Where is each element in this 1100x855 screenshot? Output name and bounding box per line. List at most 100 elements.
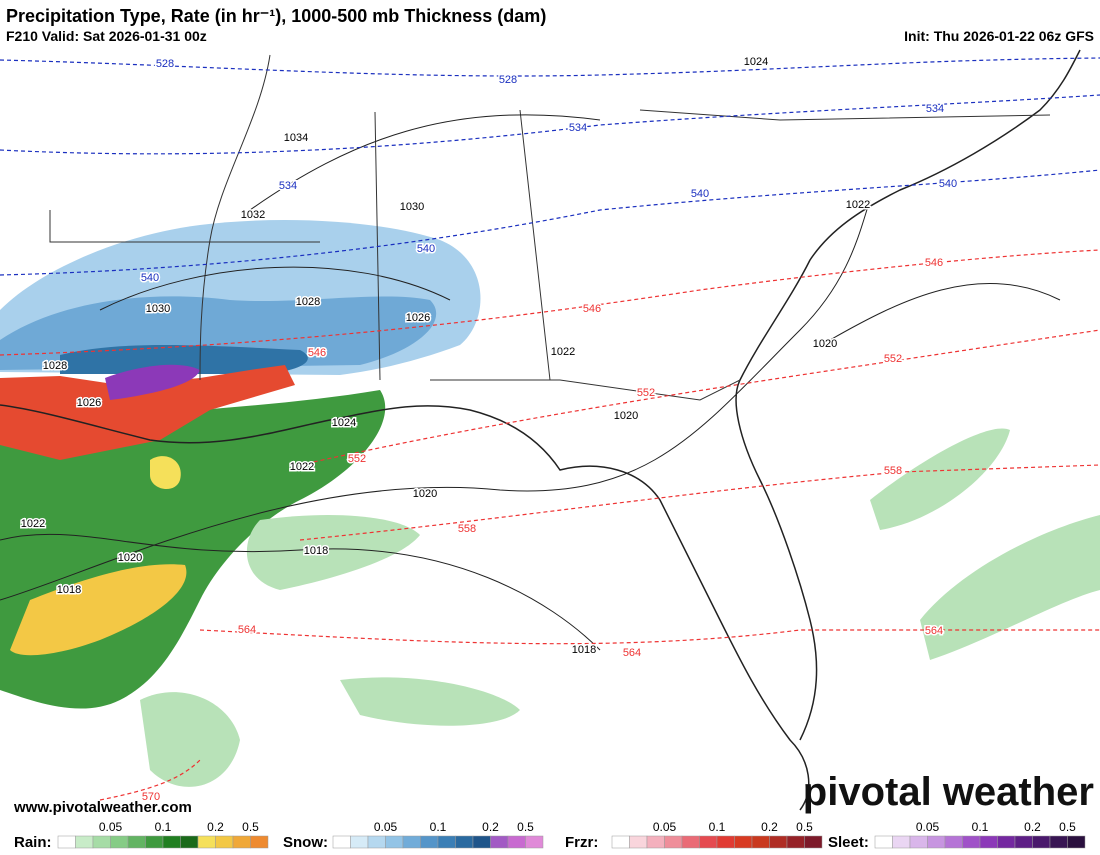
pressure-label: 1026 bbox=[77, 397, 101, 409]
legend-tick: 0.05 bbox=[653, 820, 677, 834]
pressure-label: 1030 bbox=[400, 201, 424, 213]
legend-name: Snow: bbox=[283, 834, 328, 850]
thickness-label: 552 bbox=[884, 353, 902, 365]
legend-tick: 0.5 bbox=[796, 820, 813, 834]
legend-tick: 0.1 bbox=[972, 820, 989, 834]
pressure-label: 1024 bbox=[332, 417, 356, 429]
legend-swatch bbox=[786, 835, 805, 849]
legend-tick: 0.05 bbox=[374, 820, 398, 834]
legend-swatch bbox=[385, 835, 404, 849]
legend-swatch bbox=[232, 835, 251, 849]
thickness-label: 528 bbox=[499, 74, 517, 86]
legend-swatch bbox=[944, 835, 963, 849]
legend-swatch bbox=[734, 835, 753, 849]
legend-swatch bbox=[402, 835, 421, 849]
frzr-area bbox=[0, 365, 295, 460]
legend-swatch bbox=[874, 835, 893, 849]
thickness-label: 570 bbox=[142, 791, 160, 803]
thickness-label: 564 bbox=[925, 625, 943, 637]
legend-swatch bbox=[490, 835, 509, 849]
legend-swatch bbox=[455, 835, 474, 849]
thickness-label: 534 bbox=[279, 180, 297, 192]
pressure-label: 1024 bbox=[744, 56, 768, 68]
legend-swatch bbox=[507, 835, 526, 849]
legend-swatch bbox=[437, 835, 456, 849]
legend-swatch bbox=[215, 835, 234, 849]
legend-tick: 0.2 bbox=[1024, 820, 1041, 834]
pressure-label: 1018 bbox=[304, 545, 328, 557]
rain-area bbox=[246, 515, 420, 590]
legend-swatch bbox=[1067, 835, 1086, 849]
site-url: www.pivotalweather.com bbox=[13, 799, 192, 816]
thickness-label: 552 bbox=[348, 453, 366, 465]
thickness-label: 552 bbox=[637, 387, 655, 399]
pressure-label: 1030 bbox=[146, 303, 170, 315]
pressure-label: 1034 bbox=[284, 132, 308, 144]
legend-tick: 0.05 bbox=[99, 820, 123, 834]
pressure-label: 1020 bbox=[413, 488, 437, 500]
valid-time: F210 Valid: Sat 2026-01-31 00z bbox=[6, 28, 207, 44]
legend-swatch bbox=[92, 835, 111, 849]
legend-swatch bbox=[611, 835, 630, 849]
snow-area bbox=[60, 345, 308, 374]
legend-swatch bbox=[180, 835, 199, 849]
legend-swatch bbox=[127, 835, 146, 849]
legend-swatch bbox=[332, 835, 351, 849]
legend-tick: 0.2 bbox=[207, 820, 224, 834]
legend-swatch bbox=[716, 835, 735, 849]
thickness-label: 528 bbox=[156, 58, 174, 70]
thickness-label: 534 bbox=[569, 122, 587, 134]
rain-area bbox=[150, 456, 181, 490]
legend-swatch bbox=[145, 835, 164, 849]
legend-swatch bbox=[751, 835, 770, 849]
thickness-label: 540 bbox=[141, 272, 159, 284]
title: Precipitation Type, Rate (in hr⁻¹), 1000… bbox=[6, 6, 546, 26]
legend-swatch bbox=[110, 835, 129, 849]
legend-swatch bbox=[197, 835, 216, 849]
legend-swatch bbox=[75, 835, 94, 849]
thickness-label: 558 bbox=[884, 465, 902, 477]
thickness-label: 540 bbox=[417, 243, 435, 255]
legend-swatch bbox=[472, 835, 491, 849]
legend-swatch bbox=[769, 835, 788, 849]
legend-swatch bbox=[250, 835, 269, 849]
thickness-label: 546 bbox=[308, 347, 326, 359]
pressure-label: 1022 bbox=[21, 518, 45, 530]
thickness-label: 564 bbox=[623, 647, 641, 659]
thickness-label: 546 bbox=[925, 257, 943, 269]
legend-tick: 0.5 bbox=[1059, 820, 1076, 834]
legend-tick: 0.1 bbox=[709, 820, 726, 834]
legend-tick: 0.2 bbox=[482, 820, 499, 834]
legend-swatch bbox=[646, 835, 665, 849]
pressure-label: 1020 bbox=[118, 552, 142, 564]
pressure-label: 1028 bbox=[296, 296, 320, 308]
rain-area bbox=[10, 564, 187, 656]
init-time: Init: Thu 2026-01-22 06z GFS bbox=[904, 28, 1094, 44]
thickness-label: 546 bbox=[583, 303, 601, 315]
pressure-label: 1026 bbox=[406, 312, 430, 324]
legend-swatch bbox=[962, 835, 981, 849]
thickness-label: 558 bbox=[458, 523, 476, 535]
legend-swatch bbox=[681, 835, 700, 849]
legend-swatch bbox=[664, 835, 683, 849]
pressure-label: 1022 bbox=[551, 346, 575, 358]
logo: pivotal weather bbox=[803, 770, 1094, 814]
pressure-label: 1022 bbox=[290, 461, 314, 473]
pressure-label: 1020 bbox=[813, 338, 837, 350]
rain-area bbox=[870, 428, 1010, 530]
thickness-label: 564 bbox=[238, 624, 256, 636]
legend-swatch bbox=[525, 835, 544, 849]
legend-swatch bbox=[927, 835, 946, 849]
thickness-label: 540 bbox=[939, 178, 957, 190]
thickness-cold bbox=[0, 57, 1100, 276]
legend-tick: 0.05 bbox=[916, 820, 940, 834]
legend-name: Frzr: bbox=[565, 834, 598, 850]
legend-swatch bbox=[804, 835, 823, 849]
thickness-warm bbox=[0, 249, 1100, 801]
sleet-area bbox=[105, 364, 200, 400]
legend-swatch bbox=[997, 835, 1016, 849]
map bbox=[0, 49, 1100, 811]
legend-tick: 0.1 bbox=[155, 820, 172, 834]
pressure-label: 1020 bbox=[614, 410, 638, 422]
legend-swatch bbox=[629, 835, 648, 849]
